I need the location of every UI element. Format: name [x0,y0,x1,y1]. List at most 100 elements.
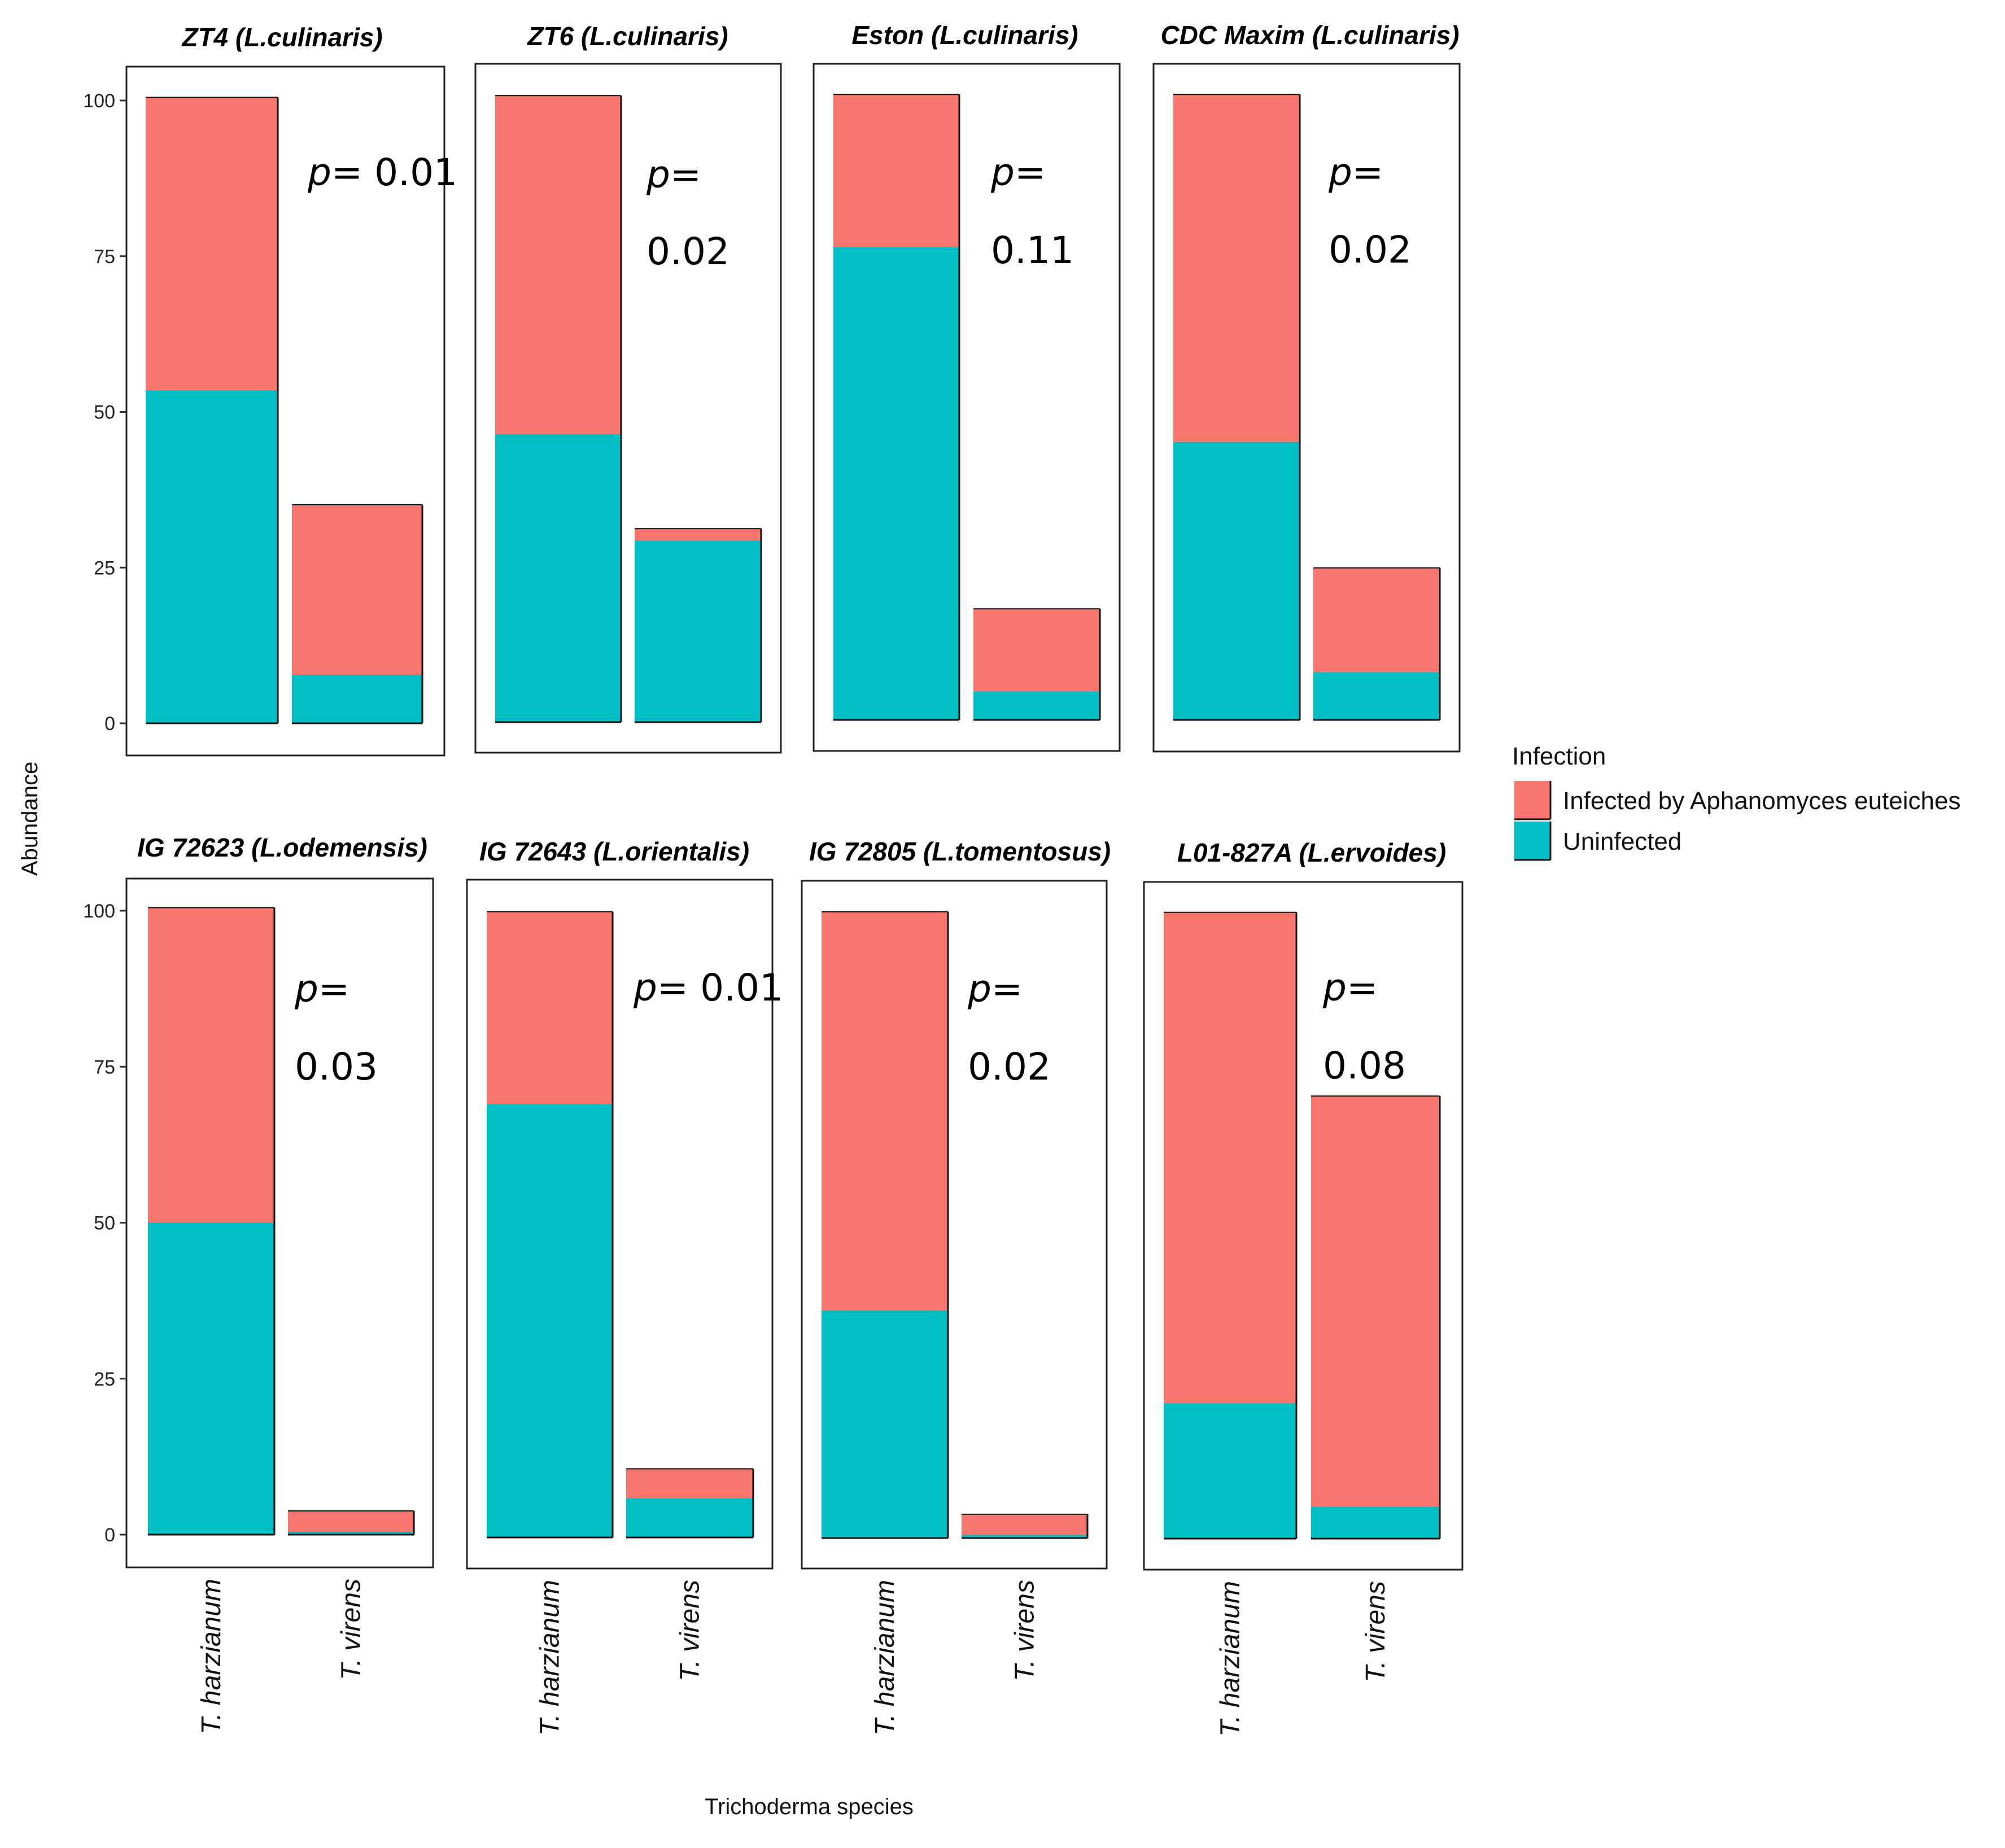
bar-infected [833,94,959,247]
panel-border [801,880,1108,1570]
x-axis-label: Trichoderma species [705,1794,914,1819]
bar-infected [288,1511,414,1532]
bar-infected [635,528,761,541]
bar-infected [148,907,274,1223]
bar-infected [146,97,278,390]
bar-infected [973,609,1100,692]
bar-uninfected [635,540,761,722]
panel-5: IG 72623 (L.odemensis) 0 25 50 75 100 T. harzi… [83,833,434,1735]
y-tick-label: 75 [94,246,115,268]
bar-infected [1311,1096,1440,1507]
bar-infected [1173,94,1300,442]
bar-uninfected [973,691,1100,720]
p-equals-value: = 0.01 [331,151,457,194]
legend: Infection Infected by Aphanomyces euteich… [1512,742,1960,861]
panel-border [1143,881,1464,1571]
bar-uninfected [148,1222,274,1535]
x-category-label: T. harzianum [870,1580,900,1736]
panel-2: ZT6 (L.culinaris) p= 0.02 [474,21,782,754]
panel-title: ZT6 (L.culinaris) [526,21,728,51]
bar-uninfected [962,1535,1087,1538]
p-value: 0.02 [647,230,730,273]
legend-title: Infection [1512,742,1606,770]
x-category-label: T. harzianum [196,1579,226,1735]
legend-label-uninfected: Uninfected [1563,828,1681,855]
y-tick-label: 25 [94,557,115,579]
p-equals-value: = 0.01 [657,966,783,1010]
p-symbol: p [307,151,331,194]
p-equals: = [1352,151,1383,194]
panel-title: IG 72623 (L.odemensis) [137,833,427,862]
x-category-label: T. harzianum [1216,1581,1246,1737]
p-value: 0.03 [295,1045,378,1089]
p-symbol: p [990,151,1015,194]
bar-infected [1313,567,1440,672]
panel-6: IG 72643 (L.orientalis) T. harzianum T. vi… [466,837,783,1736]
x-category-label: T. virens [675,1580,705,1681]
panel-title: Eston (L.culinaris) [851,20,1078,50]
y-tick-label: 25 [94,1369,115,1390]
bar-infected [1164,912,1296,1403]
p-value: 0.02 [1329,228,1412,272]
p-label: p= [294,967,350,1011]
p-value-text: p= 0.01 [633,966,783,1010]
panel-title: CDC Maxim (L.culinaris) [1160,20,1459,50]
panel-border [813,63,1121,752]
bar-uninfected [292,674,422,723]
panel-title: ZT4 (L.culinaris) [181,23,382,52]
panel-title: IG 72805 (L.tomentosus) [809,837,1111,866]
bar-infected [292,504,422,675]
p-value: 0.08 [1323,1044,1406,1087]
p-value: 0.11 [991,229,1074,272]
p-symbol: p [294,967,318,1011]
p-equals: = [991,967,1023,1011]
x-category-label: T. virens [337,1579,366,1680]
p-label: p= [967,967,1023,1011]
y-tick-label: 0 [104,1524,115,1546]
p-symbol: p [967,967,991,1011]
y-tick-label: 50 [94,402,115,423]
y-tick-label: 100 [83,90,115,112]
p-symbol: p [646,153,670,196]
panel-4: CDC Maxim (L.culinaris) p= 0.02 [1152,20,1461,753]
p-value-text: p= 0.01 [307,151,457,194]
p-symbol: p [1328,151,1352,194]
bar-uninfected [288,1532,414,1535]
p-equals: = [670,153,701,196]
p-label: p= [990,151,1046,194]
bar-uninfected [487,1104,613,1537]
bar-infected [487,911,613,1104]
legend-label-infected: Infected by Aphanomyces euteiches [1563,787,1960,815]
bar-uninfected [1311,1506,1440,1539]
panel-title: L01-827A (L.ervoides) [1177,838,1446,867]
bar-uninfected [495,434,621,722]
panel-border [466,879,774,1570]
panel-7: IG 72805 (L.tomentosus) T. harzianum T. vi… [801,837,1111,1736]
panel-border [1152,63,1461,753]
bar-infected [822,911,948,1310]
x-category-label: T. virens [1361,1581,1391,1683]
p-equals: = [1347,966,1378,1010]
bar-uninfected [822,1310,948,1538]
bar-uninfected [833,247,959,720]
p-label: p= [646,153,701,196]
y-tick-label: 100 [83,901,115,922]
bar-infected [626,1469,753,1499]
bar-uninfected [626,1498,753,1537]
panel-border [474,63,782,754]
bar-uninfected [1164,1403,1296,1539]
y-tick-label: 50 [94,1213,115,1234]
p-equals: = [1015,151,1046,194]
p-value: 0.02 [968,1045,1051,1089]
panel-3: Eston (L.culinaris) p= 0.11 [813,20,1121,752]
p-symbol: p [1322,966,1347,1010]
panel-1: ZT4 (L.culinaris) 0 25 50 75 100 p= 0.01 [83,23,457,757]
panel-title: IG 72643 (L.orientalis) [479,837,749,866]
p-symbol: p [633,966,657,1010]
p-equals: = [318,967,350,1011]
p-label: p= [1322,966,1378,1010]
y-tick-label: 75 [94,1056,115,1078]
y-axis-label: Abundance [18,762,42,876]
